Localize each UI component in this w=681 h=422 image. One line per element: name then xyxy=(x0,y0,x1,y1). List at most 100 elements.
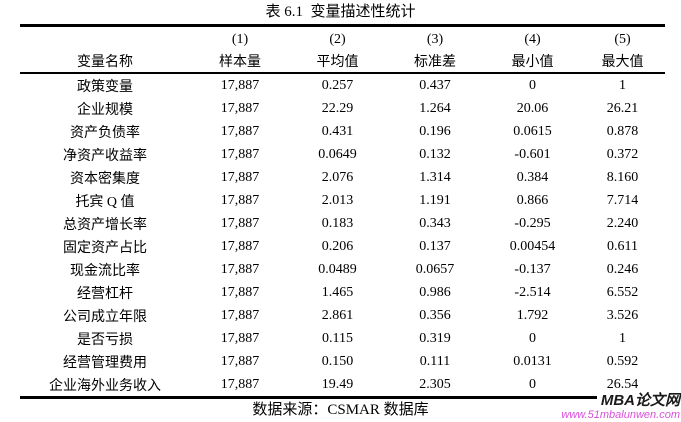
column-header-sd: 标准差 xyxy=(385,50,485,74)
cell-n: 17,887 xyxy=(220,238,260,254)
table-row: 现金流比率 17,887 0.0489 0.0657 -0.137 0.246 xyxy=(20,258,665,281)
column-number: (4) xyxy=(524,31,541,47)
cell-max: 1 xyxy=(619,330,626,346)
cell-min: 0.00454 xyxy=(509,238,556,254)
cell-mean: 0.257 xyxy=(321,77,354,93)
cell-max: 2.240 xyxy=(606,215,639,231)
cell-n: 17,887 xyxy=(190,373,290,399)
column-header-max: 最大值 xyxy=(580,50,665,74)
cell-min: 0.866 xyxy=(516,192,549,208)
cell-max: 26.21 xyxy=(606,100,639,116)
cell-max: 7.714 xyxy=(606,192,639,208)
cell-mean: 0.0489 xyxy=(318,261,357,277)
cell-mean: 2.013 xyxy=(321,192,354,208)
cell-mean: 0.431 xyxy=(321,123,354,139)
cell-mean: 22.29 xyxy=(321,100,354,116)
column-number-row: (1) (2) (3) (4) (5) xyxy=(20,26,665,51)
cell-mean: 0.150 xyxy=(321,353,354,369)
table-row: 托宾 Q 值 17,887 2.013 1.191 0.866 7.714 xyxy=(20,189,665,212)
cell-name: 固定资产占比 xyxy=(63,240,147,256)
column-header-row: 变量名称 样本量 平均值 标准差 最小值 最大值 xyxy=(20,50,665,74)
cell-min: 20.06 xyxy=(516,100,549,116)
cell-max: 8.160 xyxy=(606,169,639,185)
cell-n: 17,887 xyxy=(220,100,260,116)
table-row: 资产负债率 17,887 0.431 0.196 0.0615 0.878 xyxy=(20,120,665,143)
cell-n: 17,887 xyxy=(220,77,260,93)
watermark: MBA论文网 www.51mbalunwen.com xyxy=(561,391,681,421)
cell-sd: 2.305 xyxy=(385,373,485,399)
cell-mean: 0.183 xyxy=(321,215,354,231)
data-source-note: 数据来源：CSMAR 数据库 xyxy=(252,402,429,418)
cell-mean: 0.0649 xyxy=(318,146,357,162)
cell-name: 总资产增长率 xyxy=(63,217,147,233)
column-number: (1) xyxy=(231,31,249,47)
cell-sd: 1.191 xyxy=(419,192,451,208)
cell-name: 资产负债率 xyxy=(70,125,140,141)
column-header-min: 最小值 xyxy=(485,50,580,74)
cell-sd: 0.343 xyxy=(419,215,451,231)
cell-max: 1 xyxy=(619,77,626,93)
watermark-site-url[interactable]: www.51mbalunwen.com xyxy=(561,409,680,421)
cell-min: 0 xyxy=(529,77,536,93)
cell-max: 3.526 xyxy=(606,307,639,323)
descriptive-statistics-table: (1) (2) (3) (4) (5) 变量名称 样本量 平均值 标准差 最小值… xyxy=(20,24,665,399)
cell-max: 0.246 xyxy=(606,261,639,277)
cell-n: 17,887 xyxy=(220,146,260,162)
cell-min: 0.0131 xyxy=(513,353,552,369)
cell-name: 资本密集度 xyxy=(70,171,140,187)
table-row: 是否亏损 17,887 0.115 0.319 0 1 xyxy=(20,327,665,350)
cell-n: 17,887 xyxy=(220,353,260,369)
cell-n: 17,887 xyxy=(220,284,260,300)
cell-sd: 1.314 xyxy=(419,169,451,185)
cell-sd: 0.111 xyxy=(419,353,451,369)
table-row: 净资产收益率 17,887 0.0649 0.132 -0.601 0.372 xyxy=(20,143,665,166)
table-body: 政策变量 17,887 0.257 0.437 0 1 企业规模 17,887 22.29 1.2… xyxy=(20,73,665,399)
cell-sd: 0.986 xyxy=(419,284,451,300)
cell-min: -2.514 xyxy=(514,284,551,300)
cell-name: 经营杠杆 xyxy=(77,286,133,302)
cell-sd: 0.319 xyxy=(419,330,451,346)
table-row: 总资产增长率 17,887 0.183 0.343 -0.295 2.240 xyxy=(20,212,665,235)
column-header-n: 样本量 xyxy=(190,50,290,74)
cell-min: 0 xyxy=(485,373,580,399)
cell-min: 0.0615 xyxy=(513,123,552,139)
column-number: (3) xyxy=(426,31,444,47)
cell-name: 公司成立年限 xyxy=(63,309,147,325)
cell-sd: 0.356 xyxy=(419,307,451,323)
cell-name: 企业海外业务收入 xyxy=(20,373,190,399)
cell-n: 17,887 xyxy=(220,261,260,277)
table-row: 经营杠杆 17,887 1.465 0.986 -2.514 6.552 xyxy=(20,281,665,304)
cell-min: -0.295 xyxy=(514,215,551,231)
cell-n: 17,887 xyxy=(220,330,260,346)
cell-mean: 2.076 xyxy=(321,169,354,185)
cell-n: 17,887 xyxy=(220,192,260,208)
cell-min: 0 xyxy=(529,330,536,346)
cell-min: 1.792 xyxy=(516,307,549,323)
cell-name: 企业规模 xyxy=(77,102,133,118)
table-row: 经营管理费用 17,887 0.150 0.111 0.0131 0.592 xyxy=(20,350,665,373)
cell-n: 17,887 xyxy=(220,169,260,185)
column-number: (5) xyxy=(614,31,631,47)
cell-mean: 2.861 xyxy=(321,307,354,323)
cell-max: 0.372 xyxy=(606,146,639,162)
column-number: (2) xyxy=(329,31,346,47)
cell-name: 是否亏损 xyxy=(77,332,133,348)
cell-max: 0.611 xyxy=(607,238,638,254)
cell-sd: 0.137 xyxy=(419,238,451,254)
cell-mean: 19.49 xyxy=(290,373,385,399)
cell-name: 净资产收益率 xyxy=(63,148,147,164)
cell-name: 托宾 Q 值 xyxy=(75,194,135,210)
cell-min: 0.384 xyxy=(516,169,549,185)
table-row: 公司成立年限 17,887 2.861 0.356 1.792 3.526 xyxy=(20,304,665,327)
table-title: 表 6.1 变量描述性统计 xyxy=(265,4,416,20)
cell-sd: 0.132 xyxy=(419,146,451,162)
table-row: 固定资产占比 17,887 0.206 0.137 0.00454 0.611 xyxy=(20,235,665,258)
table-row: 企业海外业务收入 17,887 19.49 2.305 0 26.54 xyxy=(20,373,665,399)
cell-max: 0.878 xyxy=(606,123,639,139)
watermark-site-name: MBA论文网 xyxy=(596,391,681,409)
table-header: (1) (2) (3) (4) (5) 变量名称 样本量 平均值 标准差 最小值… xyxy=(20,26,665,74)
cell-min: -0.137 xyxy=(514,261,551,277)
cell-name: 经营管理费用 xyxy=(63,355,147,371)
cell-name: 政策变量 xyxy=(77,79,133,95)
cell-sd: 0.0657 xyxy=(415,261,455,277)
